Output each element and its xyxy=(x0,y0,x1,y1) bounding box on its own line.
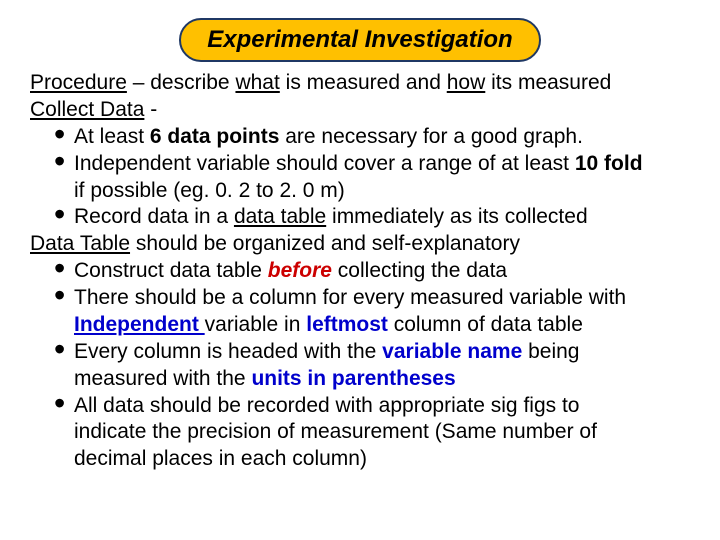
slide-root: Experimental Investigation Procedure – d… xyxy=(0,0,720,540)
bullet-sig-figs-cont1: indicate the precision of measurement (S… xyxy=(74,419,690,446)
bullet-10-fold-cont: if possible (eg. 0. 2 to 2. 0 m) xyxy=(74,178,690,205)
txt: collecting the data xyxy=(332,259,507,282)
txt: - xyxy=(144,98,157,121)
txt: Record data in a xyxy=(74,205,234,228)
what-underline: what xyxy=(235,71,279,94)
independent-emphasis: Independent xyxy=(74,313,205,336)
bullet-10-fold: Independent variable should cover a rang… xyxy=(58,151,690,178)
slide-body: Procedure – describe what is measured an… xyxy=(30,70,690,473)
bullet-sig-figs-cont2: decimal places in each column) xyxy=(74,446,690,473)
leftmost-emphasis: leftmost xyxy=(306,313,388,336)
txt: if possible (eg. 0. 2 to 2. 0 m) xyxy=(74,179,345,202)
txt: There should be a column for every measu… xyxy=(74,286,626,309)
txt: decimal places in each column) xyxy=(74,447,367,470)
txt: All data should be recorded with appropr… xyxy=(74,394,579,417)
txt: immediately as its collected xyxy=(326,205,587,228)
txt: At least xyxy=(74,125,150,148)
bold-6-data-points: 6 data points xyxy=(150,125,280,148)
txt: its measured xyxy=(485,71,611,94)
txt: column of data table xyxy=(388,313,583,336)
txt: are necessary for a good graph. xyxy=(279,125,583,148)
txt: being xyxy=(522,340,579,363)
txt: Every column is headed with the xyxy=(74,340,382,363)
bullet-column-header-cont: measured with the units in parentheses xyxy=(74,366,690,393)
txt: is measured and xyxy=(280,71,447,94)
bullet-column-independent-cont: Independent variable in leftmost column … xyxy=(74,312,690,339)
txt: Construct data table xyxy=(74,259,268,282)
bullet-column-independent: There should be a column for every measu… xyxy=(58,285,690,312)
bullet-sig-figs: All data should be recorded with appropr… xyxy=(58,393,690,420)
slide-title: Experimental Investigation xyxy=(179,18,540,62)
txt: measured with the xyxy=(74,367,251,390)
data-table-label: Data Table xyxy=(30,232,130,255)
collect-data-label: Collect Data xyxy=(30,98,144,121)
bullet-6-points: At least 6 data points are necessary for… xyxy=(58,124,690,151)
title-wrap: Experimental Investigation xyxy=(30,18,690,62)
data-table-underline: data table xyxy=(234,205,326,228)
procedure-line: Procedure – describe what is measured an… xyxy=(30,70,690,97)
bullet-construct-before: Construct data table before collecting t… xyxy=(58,258,690,285)
variable-name-emphasis: variable name xyxy=(382,340,522,363)
bold-10-fold: 10 fold xyxy=(575,152,643,175)
before-emphasis: before xyxy=(268,259,332,282)
units-emphasis: units in parentheses xyxy=(251,367,455,390)
collect-data-line: Collect Data - xyxy=(30,97,690,124)
bullet-record-data: Record data in a data table immediately … xyxy=(58,204,690,231)
bullet-column-header: Every column is headed with the variable… xyxy=(58,339,690,366)
txt: variable in xyxy=(205,313,307,336)
txt: – describe xyxy=(127,71,236,94)
txt: should be organized and self-explanatory xyxy=(130,232,520,255)
txt: Independent variable should cover a rang… xyxy=(74,152,575,175)
how-underline: how xyxy=(447,71,486,94)
txt: indicate the precision of measurement (S… xyxy=(74,420,597,443)
data-table-line: Data Table should be organized and self-… xyxy=(30,231,690,258)
procedure-label: Procedure xyxy=(30,71,127,94)
